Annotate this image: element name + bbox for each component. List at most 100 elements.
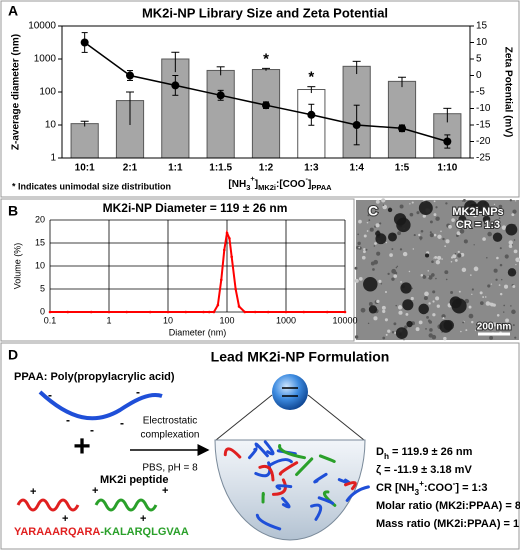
speckle <box>495 278 498 281</box>
text-part: + <box>250 174 255 183</box>
speckle <box>493 268 498 273</box>
speckle <box>503 284 509 289</box>
x-axis-label: Diameter (nm) <box>169 327 227 337</box>
x-tick-label: 1000 <box>276 315 296 325</box>
point <box>228 237 231 240</box>
speckle <box>441 314 446 319</box>
y2-tick-label: 0 <box>476 70 482 81</box>
speckle <box>429 328 433 332</box>
speckle <box>511 213 515 217</box>
panel-label: C <box>368 203 378 219</box>
strand <box>275 484 293 491</box>
speckle <box>445 239 450 244</box>
speckle <box>385 333 388 336</box>
speckle <box>373 245 376 247</box>
point <box>225 231 229 235</box>
speckle <box>511 309 516 315</box>
speckle <box>431 260 434 263</box>
y-tick-label: 10000 <box>28 21 56 32</box>
text-part: MK2i <box>258 183 276 192</box>
speckle <box>433 257 435 259</box>
point <box>219 278 223 282</box>
speckle <box>498 284 501 286</box>
speckle <box>412 248 415 250</box>
speckle <box>437 255 442 260</box>
speckle <box>464 298 470 304</box>
particle <box>418 201 433 216</box>
property: Mass ratio (MK2i:PPAA) = 1:1.2 <box>376 518 520 530</box>
x-tick-label: 1:1 <box>168 163 183 174</box>
speckle <box>461 267 467 273</box>
strand <box>281 496 291 509</box>
arrow-label: PBS, pH = 8 <box>142 463 198 474</box>
y2-axis-label: Zeta Potential (mV) <box>502 47 513 138</box>
point <box>166 310 170 314</box>
bar <box>206 69 235 159</box>
speckle <box>445 202 448 205</box>
speckle <box>408 270 411 273</box>
speckle <box>487 284 491 288</box>
particle <box>505 223 518 236</box>
footnote: * Indicates unimodal size distribution <box>12 181 171 191</box>
particle <box>482 215 491 224</box>
text-part: D <box>376 446 384 458</box>
point <box>148 310 152 314</box>
text-part: ] = 1:3 <box>455 482 487 494</box>
speckle <box>357 241 361 246</box>
x-axis-label: [NH3+]MK2i:[COO-]PPAA <box>228 174 332 192</box>
speckle <box>499 263 503 267</box>
text-part: :COO <box>424 482 453 494</box>
strand <box>313 472 328 484</box>
speckle <box>365 248 368 251</box>
point <box>266 310 270 314</box>
point <box>253 310 257 314</box>
x-tick-label: 1:3 <box>304 163 319 174</box>
strand <box>317 496 335 505</box>
zoom-line <box>307 394 365 441</box>
strand <box>247 447 258 460</box>
speckle <box>356 245 360 250</box>
point <box>325 310 329 314</box>
charge-label: + <box>162 485 168 497</box>
scale-label: 200 nm <box>477 322 512 333</box>
speckle <box>427 319 431 323</box>
text-part: :[COO <box>276 179 306 190</box>
y-tick-label: 1 <box>50 153 56 164</box>
panel-frame <box>0 0 520 198</box>
speckle <box>415 327 420 332</box>
text-part: CR [NH <box>376 482 415 494</box>
y-tick-label: 1000 <box>34 54 57 65</box>
speckle <box>358 246 361 249</box>
speckle <box>434 255 438 259</box>
speckle <box>391 268 397 274</box>
speckle <box>496 256 499 260</box>
x-tick-label: 2:1 <box>123 163 138 174</box>
speckle <box>503 311 505 313</box>
particle <box>458 215 467 224</box>
speckle <box>429 233 434 238</box>
particle <box>418 303 429 315</box>
image-label: MK2i-NPs <box>452 206 503 218</box>
point <box>125 310 129 314</box>
diagram <box>16 374 370 541</box>
strand <box>223 447 242 459</box>
speckle <box>410 296 414 301</box>
particle <box>406 320 413 328</box>
speckle <box>451 218 455 222</box>
particle <box>395 327 408 340</box>
point <box>216 91 225 100</box>
speckle <box>395 266 398 269</box>
speckle <box>424 291 429 297</box>
speckle <box>398 310 403 315</box>
annotation: * <box>263 50 269 67</box>
y2-tick-label: 5 <box>476 54 482 65</box>
speckle <box>454 258 458 262</box>
speckle <box>441 258 443 260</box>
speckle <box>394 331 397 334</box>
plot-frame <box>61 25 471 159</box>
speckle <box>508 244 513 248</box>
speckle <box>462 321 465 324</box>
speckle <box>432 290 436 294</box>
strand <box>318 454 336 463</box>
speckle <box>471 293 473 296</box>
